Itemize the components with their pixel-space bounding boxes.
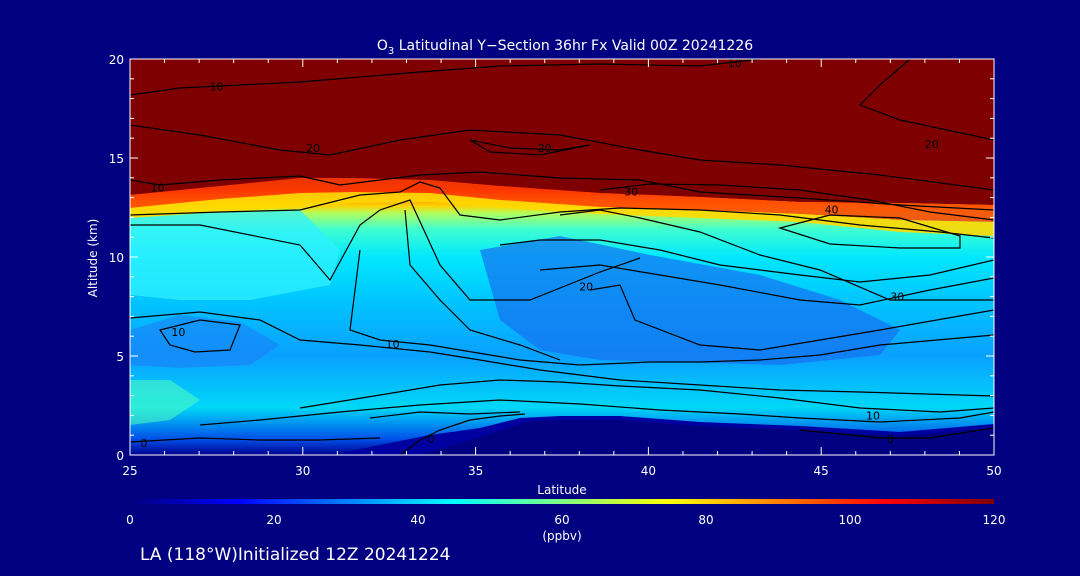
colorbar-tick-label: 120 bbox=[983, 513, 1006, 527]
colorbar-unit: (ppbv) bbox=[542, 529, 581, 543]
contour-label: 30 bbox=[624, 186, 638, 199]
contour-line-low-2 bbox=[369, 411, 521, 419]
contour-line-band-2 bbox=[499, 239, 994, 283]
contour-lines bbox=[130, 59, 994, 455]
y-tick-label: 15 bbox=[109, 152, 124, 166]
contour-line-0-left bbox=[130, 437, 381, 443]
x-axis-label: Latitude bbox=[537, 483, 586, 497]
colorbar-tick-label: 0 bbox=[126, 513, 134, 527]
contour-line-low-1 bbox=[199, 399, 994, 426]
contour-line-10-low bbox=[299, 379, 994, 413]
contour-line-10-left-loop bbox=[159, 319, 241, 353]
x-tick-label: 50 bbox=[986, 464, 1001, 478]
colorbar-tick-label: 80 bbox=[698, 513, 713, 527]
x-tick-label: 45 bbox=[814, 464, 829, 478]
contour-line-tropo-left bbox=[130, 181, 994, 239]
contour-label: 20 bbox=[925, 138, 939, 151]
contour-line-30 bbox=[599, 183, 994, 221]
contour-label: 10 bbox=[209, 81, 223, 94]
y-axis: 0 5 10 15 20 bbox=[109, 53, 994, 463]
contour-line-upper-right bbox=[858, 59, 994, 141]
contour-label: 10 bbox=[866, 409, 880, 422]
y-axis-label: Altitude (km) bbox=[86, 219, 100, 298]
contour-labels: 10 20 10 20 30 40 20 10 20 30 10 10 10 0 0 0 bbox=[140, 57, 938, 450]
contour-label: 10 bbox=[386, 338, 400, 351]
contour-label: 40 bbox=[825, 203, 839, 216]
colorbar-tick-label: 40 bbox=[410, 513, 425, 527]
contour-line-20-left bbox=[130, 124, 994, 191]
colorbar-tick-label: 20 bbox=[266, 513, 281, 527]
y-tick-label: 5 bbox=[116, 350, 124, 364]
contour-label: 20 bbox=[306, 142, 320, 155]
contour-line-0-mid bbox=[399, 413, 526, 455]
x-tick-label: 25 bbox=[122, 464, 137, 478]
contour-label: 20 bbox=[538, 142, 552, 155]
x-tick-label: 40 bbox=[641, 464, 656, 478]
colorbar-tick-label: 100 bbox=[839, 513, 862, 527]
colorbar-tick-label: 60 bbox=[554, 513, 569, 527]
colorbar bbox=[130, 499, 994, 504]
yellow-band bbox=[130, 192, 994, 236]
contour-line-top bbox=[130, 59, 761, 96]
contour-line-10-upper bbox=[130, 171, 994, 211]
contour-line-band-4 bbox=[559, 209, 994, 301]
contour-line-0-right bbox=[799, 427, 994, 439]
upper-troposphere-cyan bbox=[130, 210, 340, 300]
contour-line-20-mid-low bbox=[589, 284, 994, 351]
x-tick-label: 35 bbox=[468, 464, 483, 478]
contour-label: 10 bbox=[171, 326, 185, 339]
contour-label: 10 bbox=[728, 57, 742, 70]
y-tick-label: 20 bbox=[109, 53, 124, 67]
contour-label: 10 bbox=[151, 182, 165, 195]
contour-line-tropo-deep bbox=[349, 249, 994, 366]
contour-line-40-ring bbox=[777, 214, 961, 249]
contour-label: 20 bbox=[579, 281, 593, 294]
mid-troposphere-blue-right bbox=[480, 236, 900, 365]
contour-line-band-3 bbox=[539, 264, 994, 306]
contour-label: 0 bbox=[140, 437, 147, 450]
contour-line-band-1 bbox=[130, 199, 641, 301]
contour-label: 30 bbox=[890, 291, 904, 304]
boundary-layer-patch bbox=[130, 380, 200, 425]
contour-line-10-mid bbox=[130, 311, 994, 397]
x-tick-label: 30 bbox=[295, 464, 310, 478]
contour-label: 0 bbox=[427, 433, 434, 446]
footer-initialized-text: LA (118°W)Initialized 12Z 20241224 bbox=[140, 545, 450, 565]
heatmap-field bbox=[130, 59, 994, 455]
chart-title: O3 Latitudinal Y−Section 36hr Fx Valid 0… bbox=[377, 38, 753, 57]
contour-line-mid-1 bbox=[404, 209, 561, 361]
contour-label: 0 bbox=[887, 433, 894, 446]
x-axis: 25 30 35 40 45 50 bbox=[122, 59, 1002, 478]
tropopause-transition-band bbox=[130, 178, 994, 222]
terrain-mask bbox=[420, 420, 994, 455]
stratosphere-high-ozone bbox=[130, 59, 994, 205]
colorbar-ticks: 0 20 40 60 80 100 120 bbox=[126, 513, 1005, 527]
y-tick-label: 10 bbox=[109, 251, 124, 265]
contour-line-20-mid bbox=[469, 139, 591, 156]
y-tick-label: 0 bbox=[116, 449, 124, 463]
